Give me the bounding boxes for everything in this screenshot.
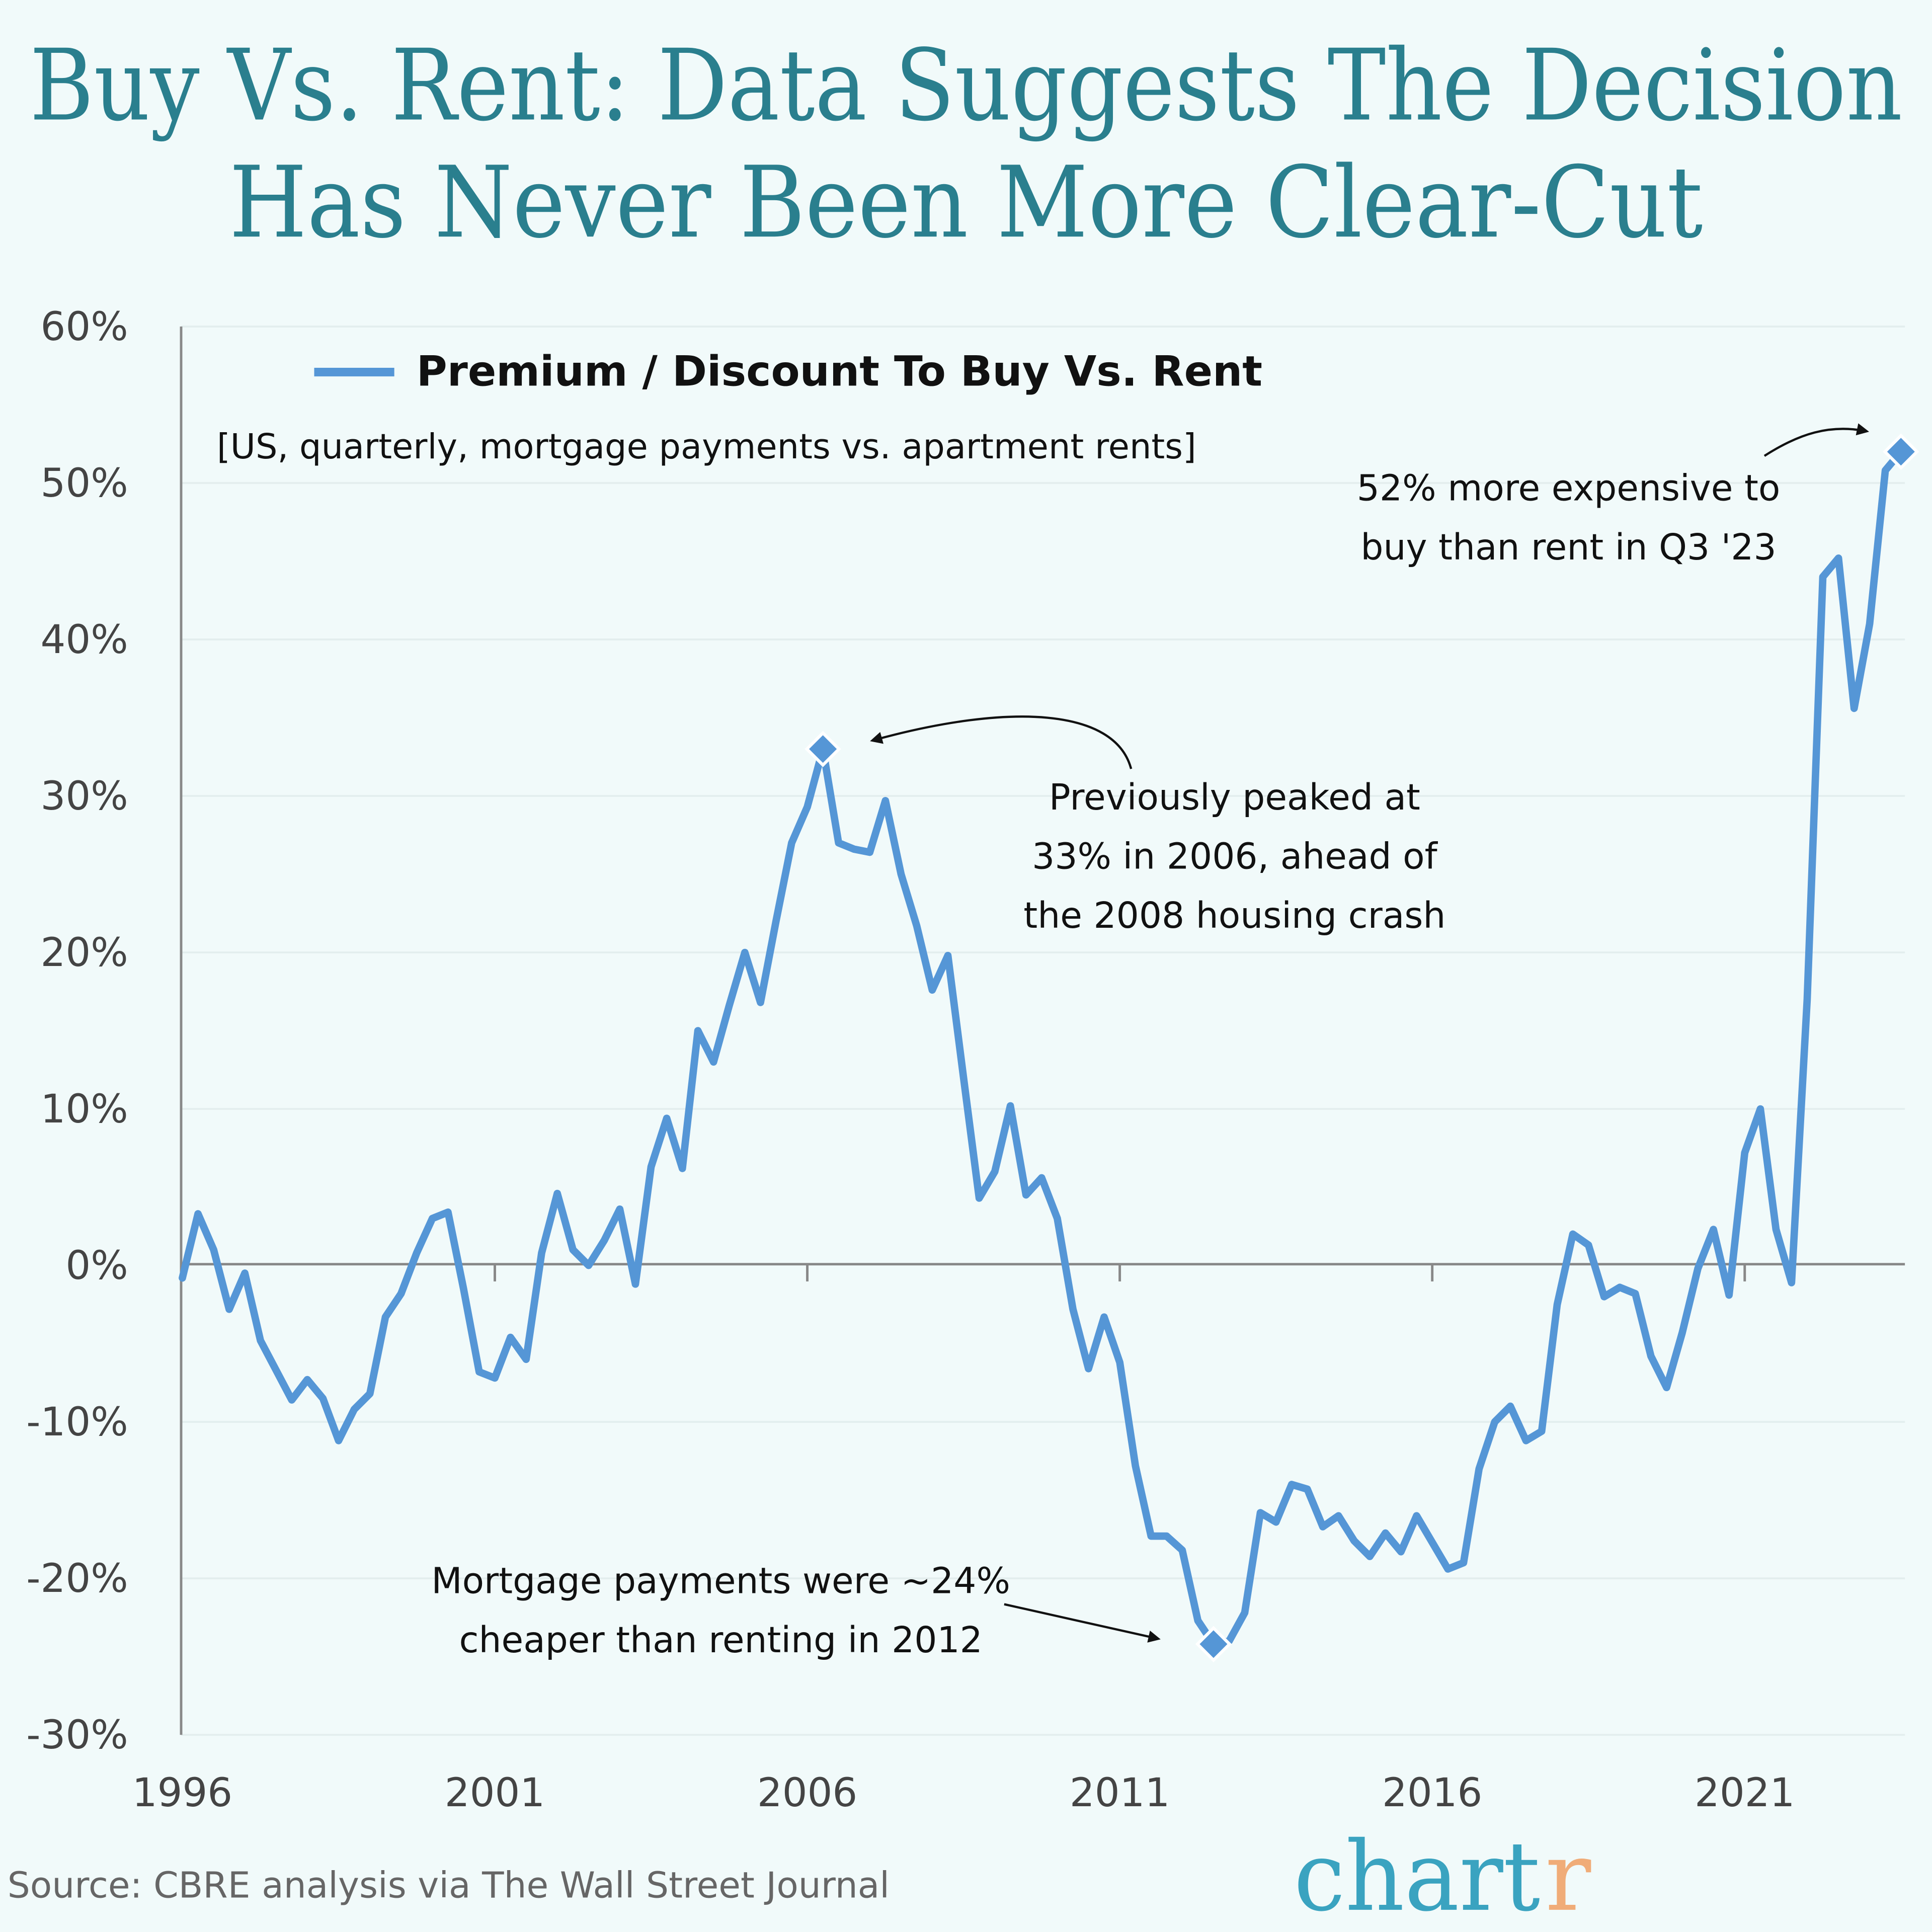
x-tick-label: 2011	[1070, 1770, 1170, 1816]
y-tick-label: 30%	[41, 773, 128, 819]
peak-annotation-line1: Previously peaked at	[1049, 776, 1420, 818]
peak-arrow	[870, 715, 1133, 769]
y-tick-labels: 60% 50% 40% 30% 20% 10% 0% -10% -20% -30%	[26, 304, 128, 1758]
low-annotation-line2: cheaper than renting in 2012	[459, 1619, 982, 1661]
chart-subtitle: [US, quarterly, mortgage payments vs. ap…	[217, 427, 1196, 467]
peak-annotation-line2: 33% in 2006, ahead of	[1032, 836, 1438, 877]
y-tick-label: 60%	[41, 304, 128, 350]
peak-annotation-line3: the 2008 housing crash	[1023, 895, 1445, 936]
y-tick-label: 40%	[41, 617, 128, 663]
x-tick-labels: 1996 2001 2006 2011 2016 2021	[132, 1264, 1795, 1816]
x-tick-label: 1996	[132, 1770, 232, 1816]
y-tick-label: 20%	[41, 930, 128, 976]
chart-title-line1: Buy Vs. Rent: Data Suggests The Decision	[30, 29, 1902, 143]
series-group	[179, 433, 1919, 1662]
y-tick-label: 50%	[41, 460, 128, 506]
chartr-logo-accent: r	[1545, 1821, 1591, 1932]
latest-annotation-line1: 52% more expensive to	[1357, 467, 1781, 509]
latest-annotation-line2: buy than rent in Q3 '23	[1360, 526, 1776, 568]
chart-title-line2: Has Never Been More Clear-Cut	[229, 145, 1703, 260]
x-tick-label: 2001	[445, 1770, 545, 1816]
x-tick-label: 2016	[1382, 1770, 1482, 1816]
source-note: Source: CBRE analysis via The Wall Stree…	[8, 1864, 890, 1906]
x-tick-label: 2021	[1695, 1770, 1795, 1816]
low-annotation-line1: Mortgage payments were ~24%	[431, 1560, 1010, 1602]
highlight-diamond	[804, 731, 841, 767]
gridlines	[181, 326, 1905, 1736]
legend-label: Premium / Discount To Buy Vs. Rent	[417, 347, 1262, 396]
y-tick-label: 10%	[41, 1086, 128, 1132]
highlight-diamond	[1195, 1626, 1232, 1662]
latest-arrow	[1763, 423, 1870, 457]
chartr-logo-main: chart	[1294, 1821, 1540, 1932]
highlight-diamond	[1883, 433, 1919, 470]
low-arrow	[1004, 1603, 1161, 1643]
y-tick-label: 0%	[65, 1243, 128, 1289]
y-tick-label: -30%	[26, 1712, 128, 1758]
x-tick-label: 2006	[757, 1770, 857, 1816]
y-tick-label: -10%	[26, 1399, 128, 1445]
y-tick-label: -20%	[26, 1556, 128, 1601]
series-line	[179, 448, 1905, 1648]
